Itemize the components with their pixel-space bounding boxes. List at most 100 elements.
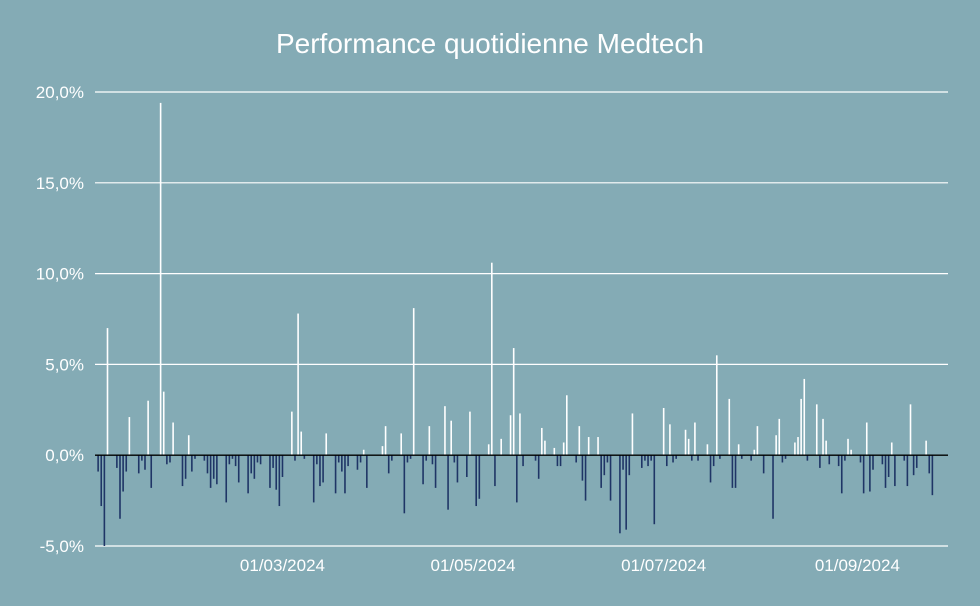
bar — [275, 455, 278, 490]
bar — [837, 455, 840, 467]
bar — [103, 455, 106, 546]
bar — [516, 455, 518, 503]
bar — [884, 455, 887, 488]
bar — [384, 426, 387, 456]
bar — [478, 455, 481, 499]
bar — [181, 455, 184, 487]
bar — [881, 455, 884, 465]
bar — [456, 455, 459, 483]
bar — [603, 455, 606, 476]
bar — [400, 433, 403, 456]
bar — [828, 455, 831, 465]
axis-layer: -5,0% 0,0% 5,0% 10,0% 15,0% 20,0% 01/03/2024 01… — [36, 83, 948, 575]
bar — [366, 455, 368, 488]
bar — [234, 455, 237, 467]
bar — [519, 413, 521, 456]
bar — [719, 455, 721, 459]
bar — [740, 455, 743, 459]
bar — [159, 102, 162, 456]
bar — [694, 422, 696, 456]
bar — [422, 455, 424, 485]
x-tick-label: 01/05/2024 — [431, 556, 516, 575]
bar — [697, 455, 699, 461]
bar — [534, 455, 537, 461]
bar — [387, 455, 390, 474]
bar — [541, 427, 543, 456]
bar — [391, 455, 393, 461]
bar — [931, 455, 934, 496]
bar — [216, 455, 218, 485]
bar — [259, 455, 262, 465]
bar — [212, 455, 215, 479]
bar — [709, 455, 712, 483]
bar — [425, 455, 428, 461]
bar — [466, 455, 468, 477]
y-tick-label: 5,0% — [45, 355, 84, 374]
bar — [116, 455, 118, 468]
bar — [194, 455, 196, 459]
bar — [500, 438, 502, 456]
bar — [672, 455, 674, 463]
bar — [840, 455, 843, 494]
bar — [278, 455, 281, 507]
y-tick-label: 20,0% — [36, 83, 84, 102]
bar — [141, 455, 143, 461]
bar — [665, 455, 668, 467]
bar — [862, 455, 865, 494]
x-tick-label: 01/09/2024 — [815, 556, 900, 575]
bar — [800, 398, 802, 456]
bar — [316, 455, 318, 465]
bar — [559, 455, 562, 467]
bar — [428, 426, 431, 456]
bar — [690, 455, 693, 461]
bar — [625, 455, 627, 530]
bar — [431, 455, 434, 465]
bar — [653, 455, 656, 525]
bar — [106, 328, 109, 456]
bar — [359, 455, 362, 463]
bar — [228, 455, 231, 465]
bar — [191, 455, 193, 472]
bar — [403, 455, 406, 514]
bar — [778, 418, 781, 456]
bar — [890, 442, 893, 456]
bar — [750, 455, 752, 461]
bar — [865, 422, 868, 456]
bar — [753, 449, 756, 456]
bar — [362, 449, 365, 456]
bar — [444, 406, 446, 456]
bar — [575, 455, 577, 463]
bar — [269, 455, 271, 488]
bar — [206, 455, 209, 474]
bar — [815, 404, 818, 456]
bar — [447, 455, 449, 510]
bar — [915, 455, 918, 468]
bar — [675, 455, 677, 459]
bar — [597, 437, 599, 456]
bar — [272, 455, 274, 468]
bar — [606, 455, 609, 463]
bar — [122, 455, 124, 492]
bar — [253, 455, 256, 479]
bar — [125, 455, 128, 472]
bar — [581, 455, 584, 481]
bar — [578, 426, 581, 456]
bar — [300, 431, 303, 456]
bar — [622, 455, 624, 470]
bar — [756, 426, 759, 456]
bar — [669, 424, 671, 456]
bar — [887, 455, 890, 477]
bar — [797, 437, 799, 456]
bar — [409, 455, 412, 459]
y-tick-label: -5,0% — [40, 537, 84, 556]
bar — [784, 455, 787, 459]
bar — [128, 417, 131, 456]
chart-title: Performance quotidienne Medtech — [275, 28, 705, 59]
bar — [859, 455, 862, 463]
bar — [250, 455, 253, 474]
bar — [566, 395, 568, 456]
x-tick-label: 01/07/2024 — [621, 556, 706, 575]
bar — [144, 455, 146, 470]
